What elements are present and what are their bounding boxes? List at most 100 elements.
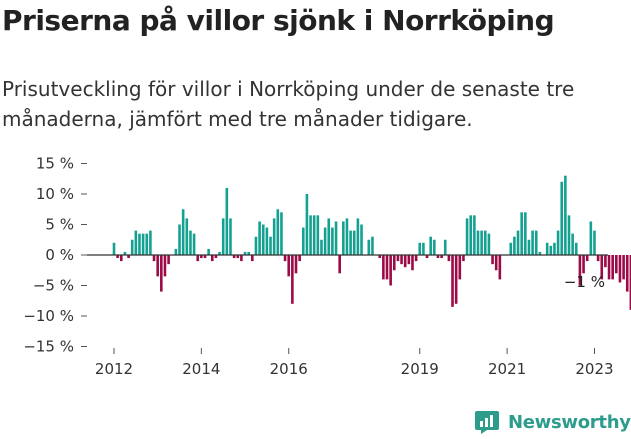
bar	[534, 230, 538, 255]
bar	[574, 242, 578, 255]
bar	[152, 255, 156, 262]
bar	[243, 251, 247, 255]
bar	[400, 255, 403, 265]
bar	[338, 255, 341, 274]
bar	[298, 255, 301, 262]
bar	[316, 215, 320, 255]
bar	[163, 255, 167, 277]
bar	[513, 236, 516, 255]
y-tick-label: 5 %	[45, 216, 74, 234]
bar	[585, 255, 589, 262]
bar	[451, 255, 454, 307]
x-tick-label: 2014	[182, 360, 220, 378]
bar	[323, 227, 327, 255]
bar	[196, 255, 200, 262]
bar	[258, 221, 261, 255]
bar	[203, 255, 207, 259]
chart-title: Priserna på villor sjönk i Norrköping	[2, 4, 555, 37]
bar	[593, 230, 596, 255]
bar	[116, 255, 119, 259]
bar	[476, 230, 480, 255]
bar	[352, 230, 356, 255]
bar	[403, 255, 407, 268]
bar	[349, 230, 352, 255]
last-value-label: −1 %	[564, 273, 605, 291]
bar	[487, 233, 491, 255]
bar	[287, 255, 291, 277]
y-tick-label: −10 %	[23, 307, 74, 325]
bar	[589, 221, 593, 255]
bar	[138, 233, 141, 255]
bar	[112, 242, 116, 255]
bar	[192, 233, 196, 255]
bar	[360, 224, 363, 255]
bar	[309, 215, 312, 255]
bar	[272, 218, 276, 255]
bar	[389, 255, 392, 286]
bar	[618, 255, 622, 283]
bar	[160, 255, 163, 292]
bar	[283, 255, 287, 262]
bar	[527, 239, 531, 255]
bar	[119, 255, 123, 262]
bar	[422, 242, 425, 255]
bar	[473, 215, 476, 255]
bar	[178, 224, 181, 255]
bar	[429, 236, 432, 255]
bar	[480, 230, 483, 255]
bar	[578, 255, 582, 286]
bar	[564, 175, 567, 255]
bar	[524, 212, 527, 255]
bar	[247, 251, 250, 255]
bar	[123, 251, 127, 255]
bar	[418, 242, 422, 255]
bar	[560, 181, 564, 255]
x-tick-label: 2023	[575, 360, 613, 378]
bar	[469, 215, 473, 255]
bar	[280, 212, 283, 255]
bar	[396, 255, 400, 262]
bar	[127, 255, 130, 259]
bar	[465, 218, 469, 255]
bar	[327, 218, 331, 255]
bar	[225, 187, 229, 255]
bar	[600, 255, 604, 280]
bar	[625, 255, 629, 292]
bar	[214, 255, 218, 259]
bar	[145, 233, 149, 255]
bar	[407, 255, 411, 265]
bar	[382, 255, 385, 280]
bar	[596, 255, 600, 262]
bar	[345, 218, 349, 255]
bar-chart: 15 % 10 % 5 % 0 % −5 % −10 % −15 % 2012 2014 2016…	[23, 155, 631, 378]
bar	[331, 227, 334, 255]
bar	[185, 218, 189, 255]
bar	[269, 236, 272, 255]
x-tick-label: 2021	[488, 360, 526, 378]
bar	[392, 255, 396, 271]
bar	[342, 221, 345, 255]
bar	[181, 209, 185, 255]
bar	[371, 236, 374, 255]
y-tick-label: −5 %	[33, 277, 74, 295]
x-tick-label: 2016	[270, 360, 308, 378]
bar	[334, 221, 338, 255]
y-tick-label: 0 %	[45, 246, 74, 264]
bar	[218, 251, 221, 255]
bar	[629, 255, 631, 310]
bar	[553, 242, 556, 255]
bar	[491, 255, 494, 265]
bar	[556, 230, 560, 255]
bar	[571, 233, 574, 255]
bar	[443, 239, 447, 255]
bar	[305, 194, 309, 255]
bar	[440, 255, 443, 259]
bar	[312, 215, 316, 255]
bar	[210, 255, 214, 262]
bar	[251, 255, 254, 262]
bar	[454, 255, 458, 304]
bar	[141, 233, 145, 255]
bar	[174, 248, 178, 255]
x-tick-label: 2019	[401, 360, 439, 378]
brand-logo: Newsworthy	[474, 408, 631, 436]
